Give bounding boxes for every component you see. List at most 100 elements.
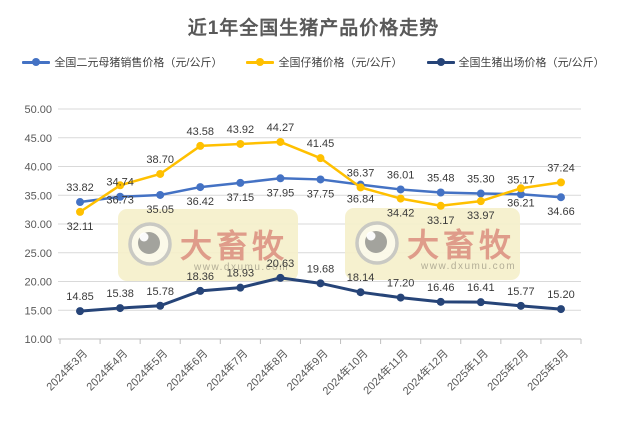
data-point-label: 38.70 bbox=[146, 154, 174, 166]
data-point-label: 41.45 bbox=[307, 138, 335, 150]
data-point-marker bbox=[476, 189, 485, 198]
data-point-marker bbox=[316, 175, 325, 184]
data-point-label: 17.20 bbox=[387, 278, 415, 290]
data-point-label: 14.85 bbox=[66, 291, 94, 303]
watermark-eye-highlight-icon bbox=[366, 231, 376, 241]
data-point-marker bbox=[476, 197, 485, 206]
data-point-label: 36.73 bbox=[106, 194, 134, 206]
data-point-marker bbox=[516, 184, 525, 193]
data-point-label: 16.41 bbox=[467, 282, 495, 294]
legend-label: 全国生猪出场价格（元/公斤） bbox=[458, 57, 605, 69]
data-point-marker bbox=[516, 190, 525, 199]
data-point-marker bbox=[196, 141, 205, 150]
data-point-label: 36.21 bbox=[507, 197, 535, 209]
data-point-label: 37.24 bbox=[547, 162, 575, 174]
data-point-marker bbox=[316, 279, 325, 288]
data-point-marker bbox=[436, 201, 445, 210]
data-point-marker bbox=[236, 178, 245, 187]
data-point-label: 35.48 bbox=[427, 172, 455, 184]
data-point-marker bbox=[116, 181, 125, 190]
data-point-marker bbox=[436, 297, 445, 306]
legend-label: 全国仔猪价格（元/公斤） bbox=[278, 57, 403, 69]
data-point-label: 36.42 bbox=[187, 196, 215, 208]
data-point-label: 33.17 bbox=[427, 215, 455, 227]
data-point-label: 36.84 bbox=[347, 194, 375, 206]
x-axis-label: 2024年6月 bbox=[163, 346, 210, 393]
data-point-label: 36.37 bbox=[347, 167, 375, 179]
data-point-marker bbox=[76, 307, 85, 316]
y-axis-label: 15.00 bbox=[24, 305, 52, 317]
legend-line-marker-icon bbox=[426, 58, 455, 66]
watermark-brand-text: 大畜牧 bbox=[407, 227, 515, 263]
data-point-label: 36.01 bbox=[387, 169, 415, 181]
data-point-marker bbox=[236, 283, 245, 292]
y-axis-label: 50.00 bbox=[24, 104, 52, 116]
data-point-label: 35.05 bbox=[146, 204, 174, 216]
data-point-label: 44.27 bbox=[267, 122, 295, 134]
data-point-marker bbox=[316, 154, 325, 163]
x-axis-label: 2025年1月 bbox=[444, 346, 491, 393]
data-point-marker bbox=[276, 174, 285, 183]
x-axis-label: 2024年8月 bbox=[243, 346, 290, 393]
y-axis-label: 10.00 bbox=[24, 334, 52, 346]
watermark-url-text: www.dxumu.com bbox=[420, 261, 516, 272]
watermark-url-text: www.dxumu.com bbox=[193, 262, 289, 273]
x-axis-label: 2024年7月 bbox=[203, 346, 250, 393]
data-point-label: 33.82 bbox=[66, 182, 94, 194]
data-point-marker bbox=[236, 139, 245, 148]
legend-item-series-0: 全国二元母猪销售价格（元/公斤） bbox=[22, 54, 222, 70]
x-axis-label: 2025年2月 bbox=[484, 346, 531, 393]
data-point-label: 43.58 bbox=[187, 126, 215, 138]
y-axis-label: 40.00 bbox=[24, 162, 52, 174]
legend-dot-icon bbox=[436, 58, 445, 66]
data-point-label: 43.92 bbox=[227, 124, 255, 136]
data-point-label: 15.78 bbox=[146, 286, 174, 298]
data-point-marker bbox=[76, 207, 85, 216]
x-axis-label: 2024年5月 bbox=[123, 346, 170, 393]
y-axis-label: 20.00 bbox=[24, 277, 52, 289]
page-title: 近1年全国生猪产品价格走势 bbox=[187, 18, 440, 39]
legend-item-series-2: 全国生猪出场价格（元/公斤） bbox=[426, 54, 605, 70]
data-point-label: 34.42 bbox=[387, 208, 415, 220]
data-point-marker bbox=[556, 193, 565, 202]
data-point-marker bbox=[76, 198, 85, 207]
data-point-label: 37.95 bbox=[267, 187, 295, 199]
data-point-marker bbox=[396, 194, 405, 203]
chart-legend: 全国二元母猪销售价格（元/公斤） 全国仔猪价格（元/公斤） 全国生猪出场价格（元/公… bbox=[0, 54, 627, 70]
data-point-marker bbox=[196, 286, 205, 295]
data-point-marker bbox=[396, 293, 405, 302]
data-point-marker bbox=[476, 298, 485, 307]
y-axis-label: 35.00 bbox=[24, 190, 52, 202]
data-point-label: 18.14 bbox=[347, 272, 375, 284]
data-point-label: 34.74 bbox=[106, 177, 134, 189]
data-point-marker bbox=[196, 183, 205, 192]
x-axis-label: 2025年3月 bbox=[524, 346, 571, 393]
data-point-marker bbox=[156, 169, 165, 178]
data-point-label: 32.11 bbox=[67, 221, 94, 233]
data-point-label: 35.17 bbox=[507, 174, 535, 186]
legend-dot-icon bbox=[256, 58, 265, 66]
data-point-label: 34.66 bbox=[547, 206, 575, 218]
legend-line-marker-icon bbox=[22, 58, 51, 66]
data-point-marker bbox=[396, 185, 405, 194]
x-axis-label: 2024年4月 bbox=[83, 346, 130, 393]
legend-dot-icon bbox=[32, 58, 41, 66]
data-point-label: 20.63 bbox=[267, 258, 295, 270]
y-axis-label: 25.00 bbox=[24, 248, 52, 260]
legend-line-marker-icon bbox=[246, 58, 275, 66]
data-point-marker bbox=[556, 305, 565, 314]
data-point-label: 19.68 bbox=[307, 263, 335, 275]
data-point-label: 15.38 bbox=[106, 288, 134, 300]
legend-label: 全国二元母猪销售价格（元/公斤） bbox=[54, 57, 223, 69]
data-point-marker bbox=[156, 190, 165, 199]
data-point-marker bbox=[116, 192, 125, 201]
y-axis-label: 45.00 bbox=[24, 133, 52, 145]
data-point-marker bbox=[436, 188, 445, 197]
data-point-label: 15.77 bbox=[507, 286, 535, 298]
watermark-eye-highlight-icon bbox=[139, 232, 149, 242]
watermark-brand-text: 大畜牧 bbox=[180, 228, 288, 264]
data-point-label: 37.15 bbox=[227, 192, 255, 204]
data-point-label: 18.93 bbox=[227, 268, 255, 280]
data-point-marker bbox=[356, 288, 365, 297]
data-point-label: 18.36 bbox=[187, 271, 215, 283]
